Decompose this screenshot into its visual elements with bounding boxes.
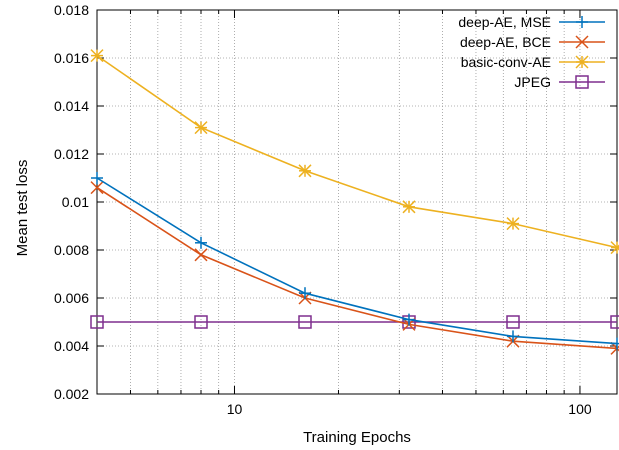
data-point bbox=[299, 287, 311, 300]
data-point bbox=[402, 200, 416, 214]
series-line bbox=[96, 177, 618, 345]
y-tick-label: 0.018 bbox=[54, 2, 89, 18]
marker-square bbox=[575, 75, 589, 89]
data-point bbox=[403, 313, 415, 326]
data-point bbox=[610, 315, 619, 329]
data-point bbox=[575, 55, 589, 69]
x-tick-label: 100 bbox=[568, 401, 592, 417]
marker-square bbox=[298, 315, 312, 329]
marker-star-d2 bbox=[194, 121, 208, 135]
marker-star-d2 bbox=[506, 217, 520, 231]
marker-square bbox=[506, 315, 520, 329]
marker-star-d2 bbox=[575, 55, 589, 69]
data-point bbox=[611, 337, 619, 350]
marker-star-d2 bbox=[402, 200, 416, 214]
data-point bbox=[506, 217, 520, 231]
marker-square bbox=[194, 315, 208, 329]
y-axis-title: Mean test loss bbox=[14, 160, 31, 257]
legend-entry: deep-AE, BCE bbox=[460, 34, 605, 50]
marker-star-d2 bbox=[90, 49, 104, 63]
series-layer bbox=[90, 49, 619, 355]
series-deep-ae-mse bbox=[91, 172, 619, 350]
marker-square bbox=[610, 315, 619, 329]
y-tick-label: 0.008 bbox=[54, 242, 89, 258]
data-point bbox=[506, 315, 520, 329]
data-point bbox=[507, 330, 519, 343]
series-basic-conv-ae bbox=[90, 49, 619, 255]
data-point bbox=[298, 315, 312, 329]
data-point bbox=[576, 16, 588, 28]
data-point bbox=[194, 315, 208, 329]
axes: 0.002 0.004 0.006 0.008 0.01 0.012 0.014 0.016 0… bbox=[54, 2, 618, 417]
y-tick-label: 0.004 bbox=[54, 338, 89, 354]
legend-entry: deep-AE, MSE bbox=[458, 14, 605, 30]
series-line bbox=[96, 186, 618, 350]
series-deep-ae-bce bbox=[90, 181, 619, 355]
legend-label: deep-AE, BCE bbox=[460, 34, 551, 50]
y-tick-label: 0.006 bbox=[54, 290, 89, 306]
data-point bbox=[91, 172, 103, 184]
marker-square bbox=[90, 315, 104, 329]
data-point bbox=[298, 164, 312, 178]
x-tick-label: 10 bbox=[227, 401, 243, 417]
data-point bbox=[194, 248, 208, 262]
x-axis-title: Training Epochs bbox=[303, 429, 411, 446]
series-jpeg bbox=[90, 315, 619, 329]
data-point bbox=[194, 121, 208, 135]
legend: deep-AE, MSE deep-AE, BCE basic-conv-AE JPE… bbox=[458, 14, 605, 90]
data-point bbox=[90, 49, 104, 63]
y-tick-label: 0.012 bbox=[54, 146, 89, 162]
grid bbox=[96, 9, 617, 395]
marker-cross-b bbox=[575, 35, 589, 49]
series-line bbox=[96, 54, 618, 249]
data-point bbox=[575, 35, 589, 49]
data-point bbox=[90, 181, 104, 195]
marker-cross-b bbox=[194, 248, 208, 262]
data-point bbox=[610, 241, 619, 255]
marker-star-d2 bbox=[298, 164, 312, 178]
data-point bbox=[90, 315, 104, 329]
y-tick-label: 0.01 bbox=[62, 194, 89, 210]
y-tick-label: 0.014 bbox=[54, 98, 89, 114]
data-point bbox=[195, 236, 207, 249]
y-tick-label: 0.002 bbox=[54, 386, 89, 402]
data-point bbox=[575, 75, 589, 89]
legend-label: basic-conv-AE bbox=[461, 54, 551, 70]
marker-star-d2 bbox=[610, 244, 619, 255]
legend-label: JPEG bbox=[514, 74, 551, 90]
y-tick-label: 0.016 bbox=[54, 50, 89, 66]
legend-label: deep-AE, MSE bbox=[458, 14, 551, 30]
marker-cross-b bbox=[90, 181, 104, 195]
legend-entry: basic-conv-AE bbox=[461, 54, 605, 70]
legend-entry: JPEG bbox=[514, 74, 605, 90]
